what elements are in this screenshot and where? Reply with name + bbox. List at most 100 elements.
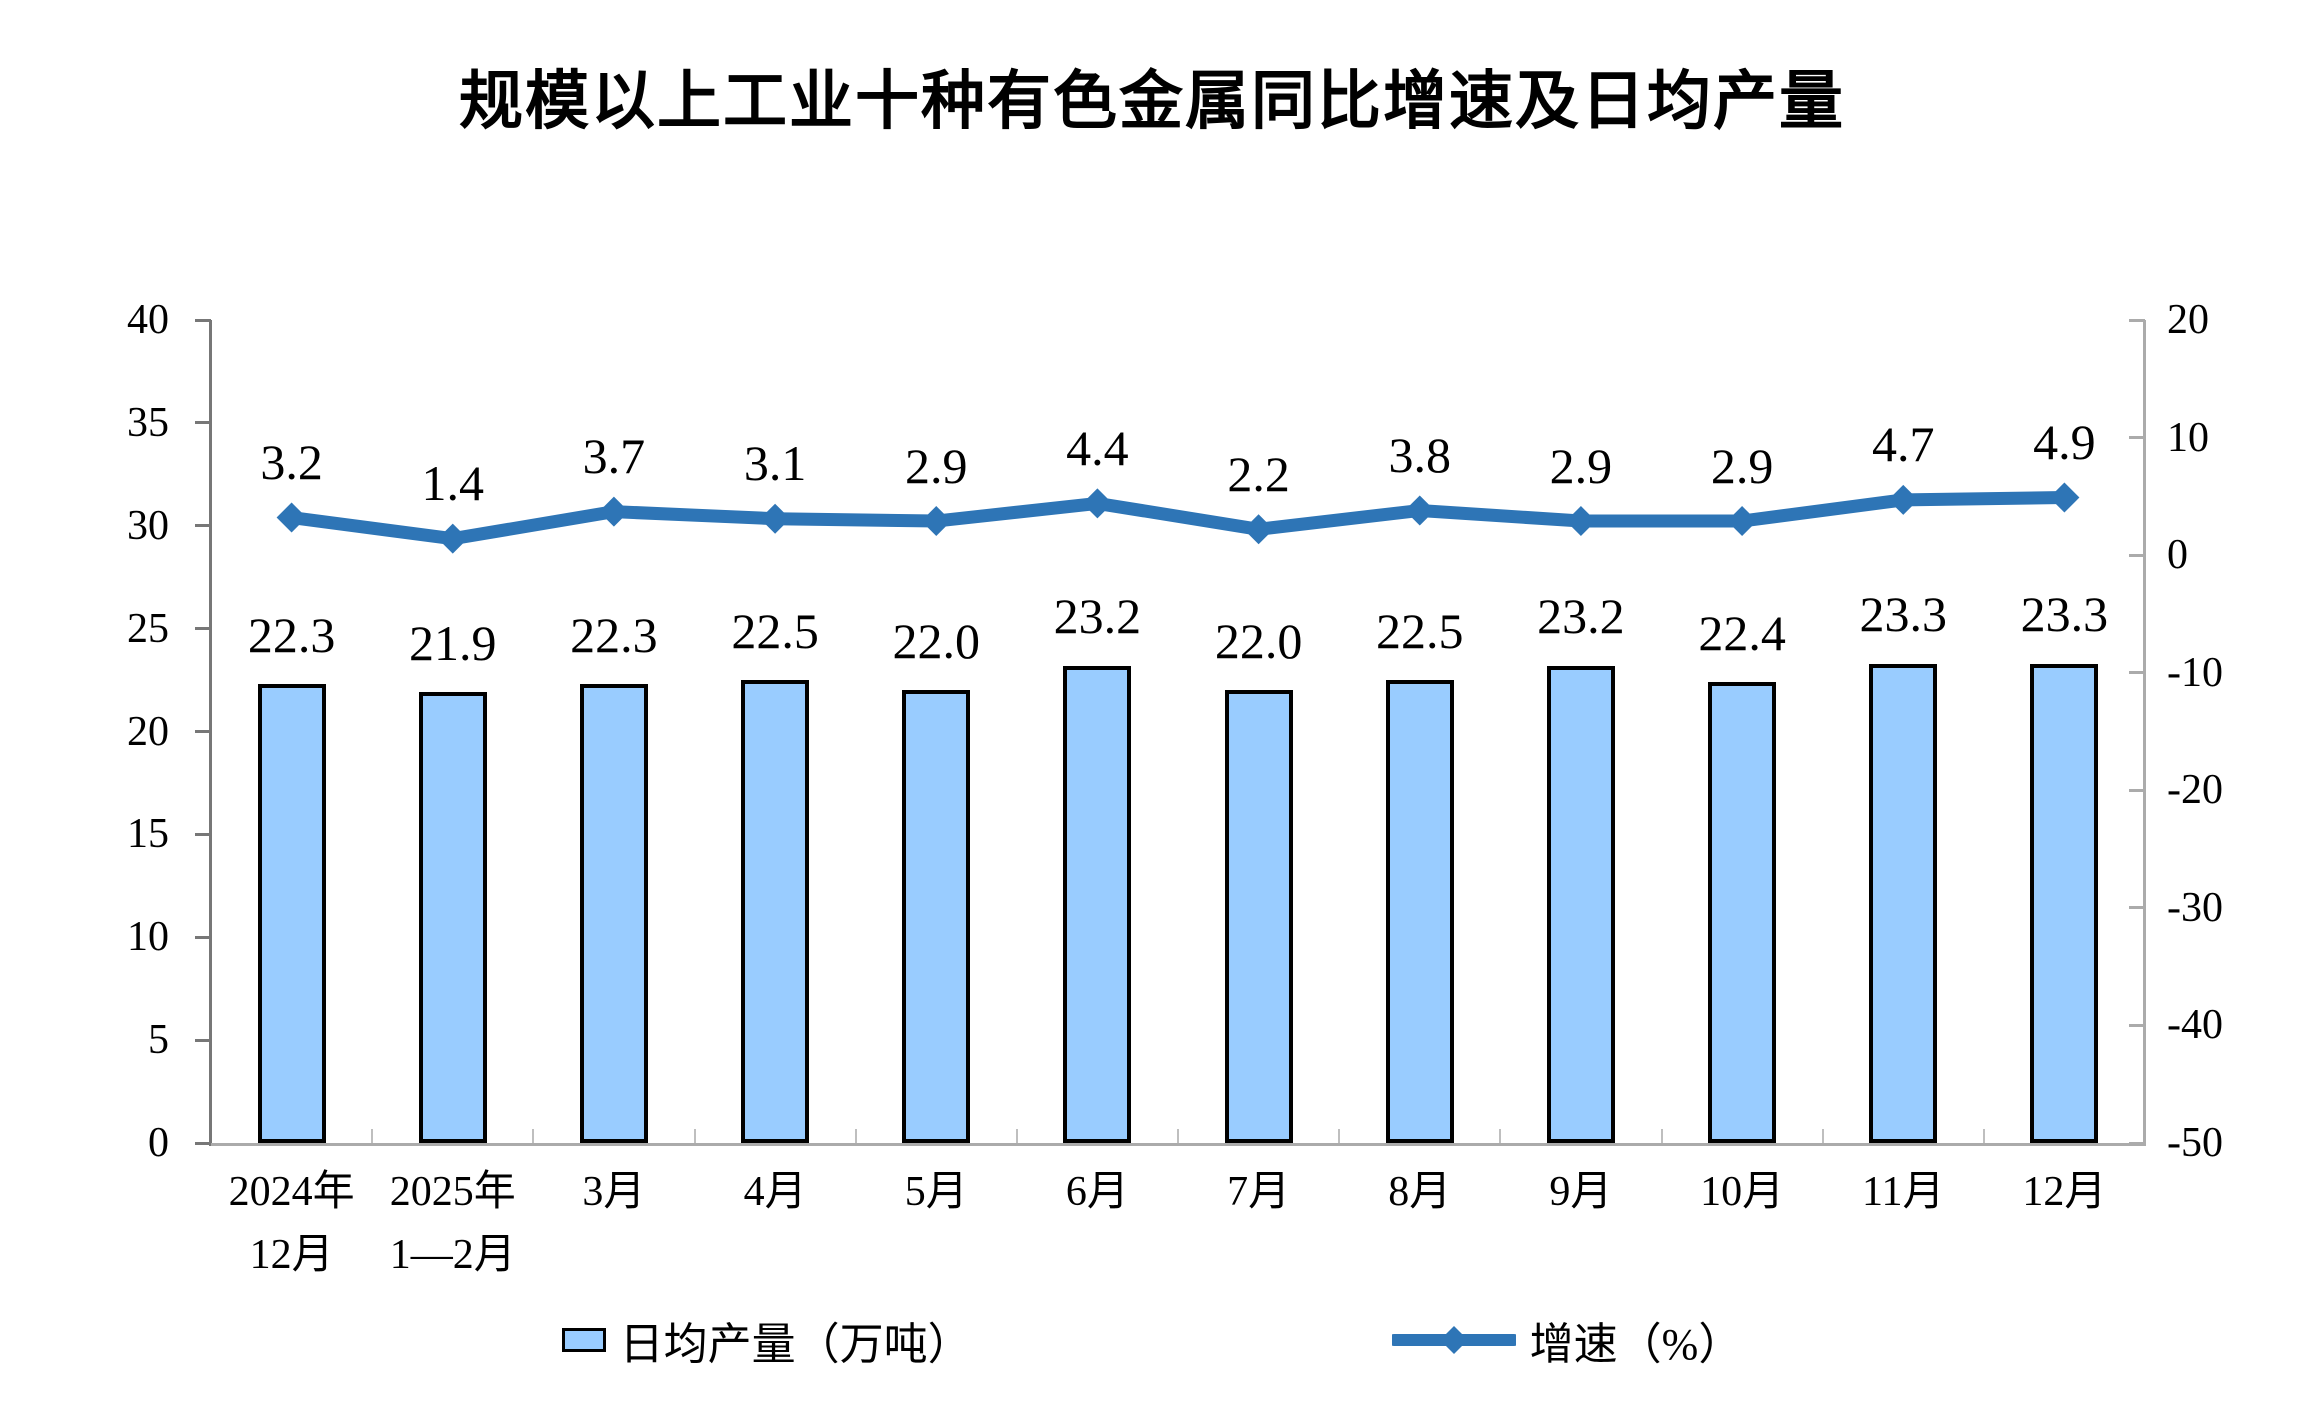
diamond-marker	[1404, 495, 1435, 526]
x-axis-category-label: 11月	[1783, 1161, 2023, 1224]
x-axis-category-label: 2025年 1—2月	[333, 1161, 573, 1287]
line-data-label: 2.9	[1549, 437, 1613, 494]
diamond-marker	[1565, 506, 1596, 537]
left-axis-tick-label: 30	[127, 502, 169, 549]
right-axis-tick-mark	[2129, 318, 2145, 322]
bar	[1869, 663, 1938, 1143]
growth-line-series	[276, 482, 2080, 554]
x-axis-category-label: 12月	[1944, 1161, 2184, 1224]
left-axis-tick-label: 10	[127, 914, 169, 961]
x-axis-category-label: 8月	[1300, 1161, 1540, 1224]
diamond-marker	[1888, 484, 1919, 515]
bar-data-label: 22.4	[1698, 604, 1786, 661]
x-axis-category-label: 5月	[816, 1161, 1056, 1224]
bar	[1224, 690, 1293, 1143]
bar-data-label: 22.0	[892, 612, 981, 669]
legend-item-bar: 日均产量（万吨）	[561, 1308, 972, 1372]
x-axis-label-line: 2025年	[389, 1169, 516, 1215]
diamond-marker	[1082, 488, 1113, 519]
line-data-label: 2.2	[1227, 445, 1290, 502]
x-axis-label-line: 2024年	[228, 1169, 355, 1215]
bar-data-label: 23.3	[2020, 586, 2109, 643]
line-swatch-icon	[1391, 1326, 1516, 1354]
x-axis-category-label: 4月	[655, 1161, 895, 1224]
left-axis-tick-label: 20	[127, 708, 169, 755]
category-tick-mark	[693, 1129, 696, 1143]
left-axis-tick-mark	[195, 730, 211, 733]
right-axis-tick-label: 20	[2167, 297, 2209, 343]
left-axis-line	[209, 320, 212, 1146]
x-axis-label-line: 4月	[743, 1169, 807, 1215]
left-axis-tick-label: 35	[127, 399, 169, 446]
bar-swatch-icon	[561, 1328, 606, 1352]
line-data-label: 2.9	[905, 437, 968, 494]
bar	[1063, 665, 1132, 1143]
line-data-label: 3.7	[582, 428, 646, 485]
category-tick-mark	[854, 1129, 857, 1143]
right-axis-tick-mark	[2129, 436, 2145, 440]
x-axis-line	[211, 1143, 2145, 1146]
bar	[257, 684, 326, 1143]
bar-data-label: 22.3	[247, 606, 336, 663]
bar	[1546, 665, 1615, 1143]
x-axis-category-label: 6月	[977, 1161, 1217, 1224]
right-axis-tick-label: 10	[2167, 414, 2209, 461]
x-axis-label-line: 10月	[1700, 1169, 1785, 1215]
right-axis-tick-label: -10	[2167, 649, 2223, 696]
bar	[2030, 663, 2099, 1143]
x-axis-label-line: 1—2月	[389, 1232, 516, 1278]
legend-bar-label: 日均产量（万吨）	[619, 1320, 972, 1369]
left-axis-tick-label: 5	[148, 1017, 169, 1064]
category-tick-mark	[1499, 1129, 1502, 1143]
bar	[579, 684, 648, 1143]
line-data-label: 4.4	[1066, 419, 1129, 476]
right-axis-tick-mark	[2129, 788, 2145, 792]
bar-data-label: 23.2	[1053, 588, 1142, 645]
x-axis-label-line: 7月	[1227, 1169, 1291, 1215]
left-axis-tick-label: 0	[148, 1120, 169, 1166]
left-axis-tick-mark	[195, 935, 211, 939]
category-tick-mark	[532, 1129, 535, 1143]
diamond-marker	[1727, 506, 1758, 537]
bar	[741, 680, 810, 1143]
bar-data-label: 22.5	[1376, 602, 1464, 659]
category-tick-mark	[1015, 1129, 1018, 1143]
category-tick-mark	[1338, 1129, 1341, 1143]
category-tick-mark	[1821, 1129, 1824, 1143]
right-axis-tick-label: -20	[2167, 767, 2223, 814]
right-axis-tick-mark	[2129, 671, 2145, 675]
legend-item-line: 增速（%）	[1391, 1308, 1742, 1372]
right-axis-tick-mark	[2129, 553, 2145, 557]
x-axis-category-label: 9月	[1461, 1161, 1701, 1224]
right-axis-tick-label: 0	[2167, 532, 2188, 579]
bar-data-label: 22.5	[731, 602, 819, 659]
diamond-marker	[2049, 482, 2080, 513]
x-axis-label-line: 9月	[1549, 1169, 1613, 1215]
right-axis-tick-mark	[2129, 906, 2145, 910]
right-axis-tick-mark	[2129, 1141, 2145, 1145]
bar-data-label: 21.9	[409, 614, 497, 671]
left-axis-tick-mark	[195, 1038, 211, 1042]
left-axis-tick-label: 40	[127, 297, 169, 343]
diamond-marker	[276, 502, 307, 533]
left-axis-tick-mark	[195, 524, 211, 528]
x-axis-category-label: 3月	[494, 1161, 734, 1224]
x-axis-label-line: 6月	[1065, 1169, 1129, 1215]
line-data-label: 4.9	[2033, 414, 2096, 471]
x-axis-category-label: 7月	[1139, 1161, 1379, 1224]
x-axis-label-line: 8月	[1388, 1169, 1452, 1215]
x-axis-label-line: 11月	[1862, 1169, 1945, 1215]
diamond-marker	[437, 523, 468, 554]
line-data-label: 1.4	[421, 455, 485, 512]
bar-data-label: 22.0	[1214, 612, 1303, 669]
diamond-marker	[921, 506, 952, 537]
legend: 日均产量（万吨） 增速（%）	[0, 1308, 2304, 1372]
plot-area: 22.3 21.9 22.3 22.5 22.0 23.2 22.0 22.5 23.2 22.4…	[211, 320, 2145, 1143]
right-axis-line	[2143, 320, 2146, 1146]
right-axis-tick-label: -40	[2167, 1002, 2223, 1049]
diamond-marker	[598, 496, 629, 527]
bar	[902, 690, 971, 1143]
bar-data-label: 23.2	[1537, 588, 1625, 645]
line-data-label: 3.2	[260, 434, 323, 491]
left-axis-tick-label: 25	[127, 605, 169, 652]
